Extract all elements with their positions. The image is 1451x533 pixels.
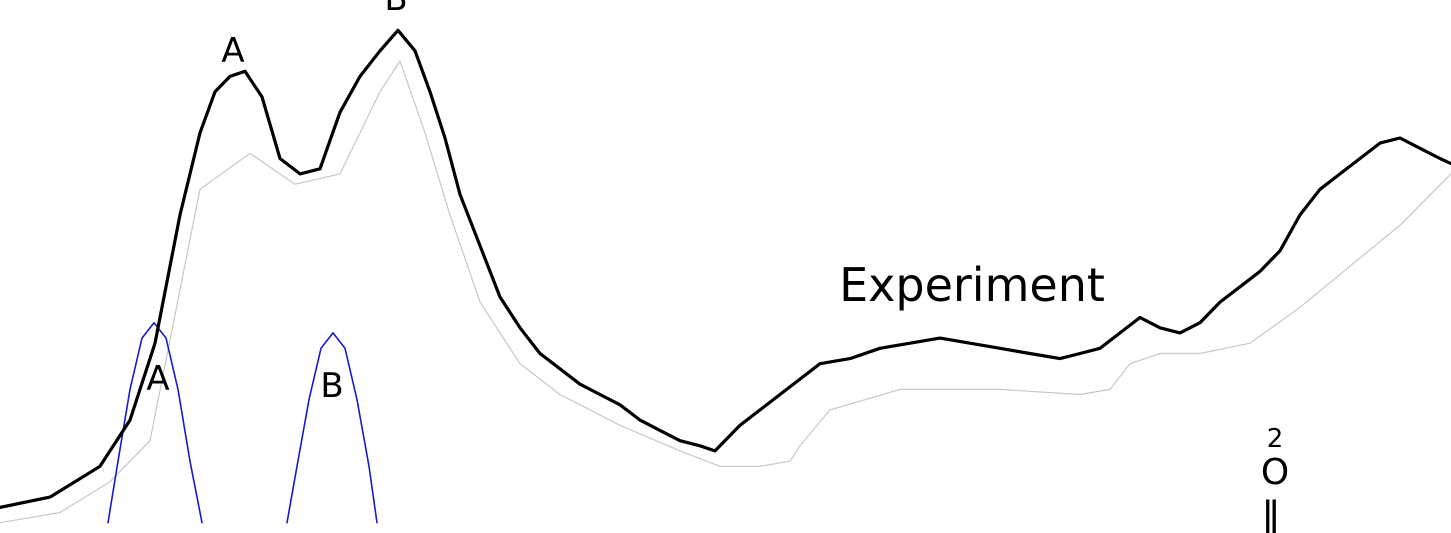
experiment-trace bbox=[0, 28, 1451, 509]
side-o-label: O bbox=[1261, 452, 1289, 493]
fit-peak-a bbox=[107, 321, 203, 524]
series-layer bbox=[0, 28, 1451, 524]
peak-b-fit-label: B bbox=[320, 366, 343, 406]
label-layer: A B Experiment A B 2 O ‖ bbox=[146, 0, 1289, 533]
peak-a-top-label: A bbox=[221, 31, 244, 71]
fit-peak-b bbox=[286, 332, 378, 524]
envelope-trace bbox=[0, 60, 1451, 524]
peak-a-fit-label: A bbox=[146, 359, 169, 399]
experiment-label: Experiment bbox=[839, 258, 1105, 312]
peak-b-top-label: B bbox=[384, 0, 407, 19]
side-superscript-label: 2 bbox=[1267, 424, 1284, 454]
side-bar-label: ‖ bbox=[1261, 494, 1281, 533]
